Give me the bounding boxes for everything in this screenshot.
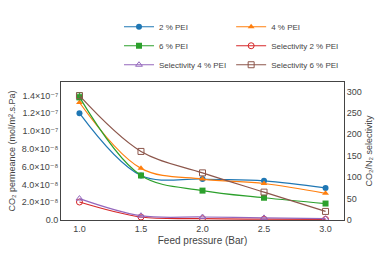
svg-text:250: 250 [347,108,362,118]
svg-text:50: 50 [347,194,357,204]
svg-text:2 % PEI: 2 % PEI [159,23,188,32]
svg-text:1.0: 1.0 [73,224,86,234]
svg-text:CO₂ permeance (mol/m².s.Pa): CO₂ permeance (mol/m².s.Pa) [7,90,17,211]
svg-text:1.4×10⁻⁷: 1.4×10⁻⁷ [22,91,58,101]
svg-text:2.0: 2.0 [196,224,209,234]
svg-text:100: 100 [347,172,362,182]
svg-text:6.0×10⁻⁸: 6.0×10⁻⁸ [22,162,59,172]
svg-text:0.0: 0.0 [46,215,59,225]
svg-text:Feed pressure (Bar): Feed pressure (Bar) [158,235,247,246]
svg-text:300: 300 [347,87,362,97]
svg-text:1.2×10⁻⁷: 1.2×10⁻⁷ [22,108,58,118]
svg-text:4 % PEI: 4 % PEI [271,23,300,32]
svg-text:4.0×10⁻⁸: 4.0×10⁻⁸ [22,180,59,190]
svg-text:1.0×10⁻⁷: 1.0×10⁻⁷ [22,126,58,136]
svg-text:1.5: 1.5 [135,224,148,234]
svg-text:CO₂/N₂ selectivity: CO₂/N₂ selectivity [364,115,374,186]
svg-text:8.0×10⁻⁸: 8.0×10⁻⁸ [22,144,59,154]
svg-text:3.0: 3.0 [319,224,332,234]
svg-text:200: 200 [347,129,362,139]
svg-text:Selectivity 6 % PEI: Selectivity 6 % PEI [271,61,338,70]
svg-text:150: 150 [347,151,362,161]
svg-text:0: 0 [347,215,352,225]
svg-text:2.5: 2.5 [258,224,271,234]
svg-text:Selectivity 4 % PEI: Selectivity 4 % PEI [159,61,226,70]
svg-text:2.0×10⁻⁸: 2.0×10⁻⁸ [22,197,59,207]
svg-text:Selectivity 2 % PEI: Selectivity 2 % PEI [271,42,338,51]
svg-text:6 % PEI: 6 % PEI [159,42,188,51]
